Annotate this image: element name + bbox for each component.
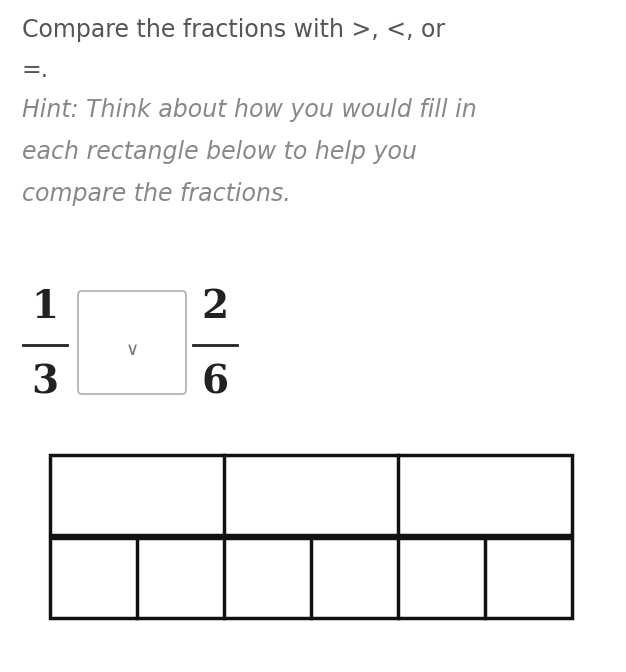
Text: compare the fractions.: compare the fractions.: [22, 182, 290, 206]
Text: 1: 1: [31, 288, 58, 326]
Text: ∨: ∨: [125, 341, 138, 359]
Text: 2: 2: [202, 288, 228, 326]
FancyBboxPatch shape: [78, 291, 186, 394]
Text: Compare the fractions with >, <, or: Compare the fractions with >, <, or: [22, 18, 445, 42]
Bar: [50, 455, 572, 535]
Bar: [50, 538, 572, 618]
Text: 3: 3: [31, 364, 59, 402]
Text: 6: 6: [202, 364, 228, 402]
Text: each rectangle below to help you: each rectangle below to help you: [22, 140, 417, 164]
Text: Hint: Think about how you would fill in: Hint: Think about how you would fill in: [22, 98, 477, 122]
Text: =.: =.: [22, 58, 49, 82]
